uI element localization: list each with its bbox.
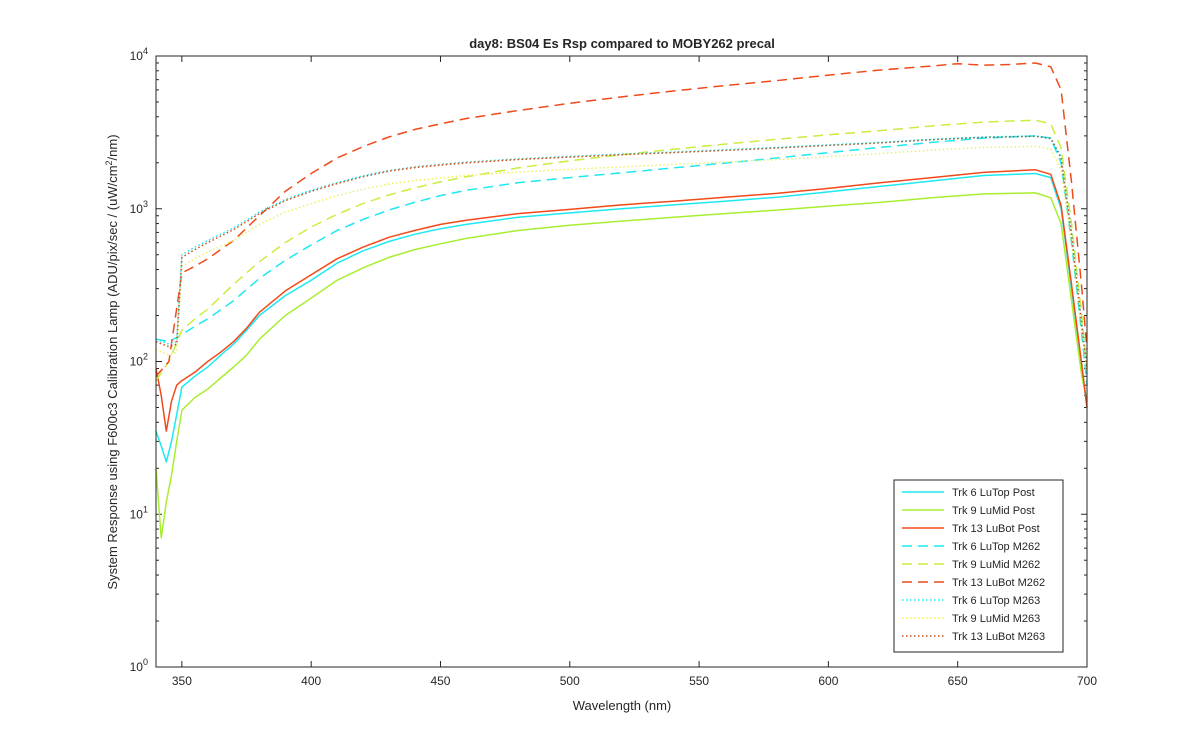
x-axis-label: Wavelength (nm) [573, 698, 672, 713]
legend-label: Trk 13 LuBot Post [952, 523, 1040, 535]
series-line-1 [155, 172, 1088, 463]
y-tick-label: 101 [130, 504, 148, 521]
legend-label: Trk 9 LuMid Post [952, 505, 1035, 517]
chart-title: day8: BS04 Es Rsp compared to MOBY262 pr… [469, 36, 775, 51]
legend-label: Trk 13 LuBot M263 [952, 631, 1045, 643]
series-line-3 [155, 169, 1088, 432]
x-tick-label: 450 [430, 674, 450, 688]
x-axis: 350 400 450 500 550 600 650 700 [172, 56, 1097, 688]
y-tick-label: 103 [130, 199, 148, 216]
series-group [155, 62, 1088, 539]
x-tick-label: 350 [172, 674, 192, 688]
legend-label: Trk 6 LuTop M262 [952, 541, 1040, 553]
y-tick-label: 102 [130, 352, 148, 369]
y-axis-label-end: /nm) [105, 134, 120, 160]
x-tick-label: 600 [818, 674, 838, 688]
series-line-5 [155, 119, 1088, 382]
y-axis-label-main: System Response using F600c3 Calibration… [105, 165, 120, 589]
x-tick-label: 500 [560, 674, 580, 688]
series-line-8 [155, 145, 1088, 373]
x-tick-label: 700 [1077, 674, 1097, 688]
x-tick-label: 400 [301, 674, 321, 688]
plot-border [155, 55, 1088, 668]
legend-label: Trk 13 LuBot M262 [952, 577, 1045, 589]
legend-label: Trk 9 LuMid M263 [952, 613, 1040, 625]
x-tick-label: 550 [689, 674, 709, 688]
legend-box [893, 479, 1064, 653]
y-axis-label-superscript: 2 [104, 160, 114, 165]
legend: Trk 6 LuTop Post Trk 9 LuMid Post Trk 13 L… [893, 479, 1064, 653]
series-line-6 [155, 62, 1088, 377]
x-tick-label: 650 [948, 674, 968, 688]
legend-label: Trk 9 LuMid M262 [952, 559, 1040, 571]
legend-label: Trk 6 LuTop Post [952, 487, 1035, 499]
y-axis-label: System Response using F600c3 Calibration… [104, 134, 120, 589]
series-line-4 [155, 135, 1088, 386]
legend-label: Trk 6 LuTop M263 [952, 595, 1040, 607]
y-tick-label: 104 [130, 46, 148, 63]
series-line-7 [155, 135, 1088, 369]
y-tick-label: 100 [130, 657, 148, 674]
series-line-2 [155, 192, 1088, 539]
